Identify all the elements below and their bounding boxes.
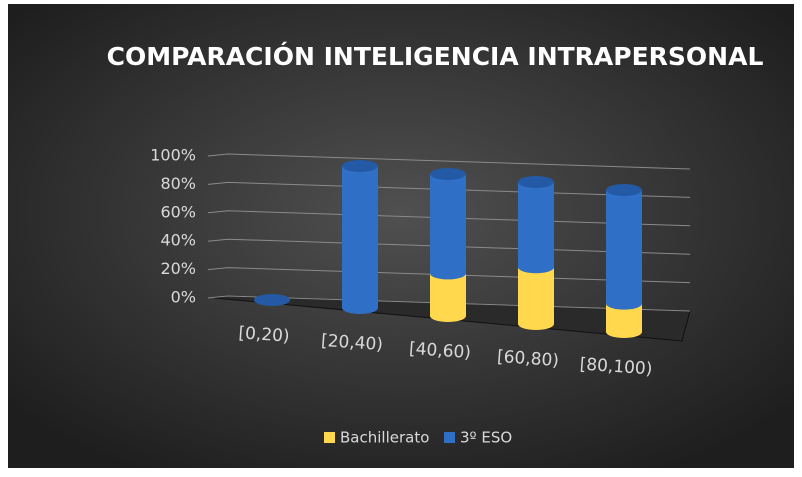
x-tick-label: [60,80) — [496, 347, 559, 371]
cylinder-top — [606, 184, 642, 196]
chart-title: COMPARACIÓN INTELIGENCIA INTRAPERSONAL — [107, 41, 764, 71]
cylinder-top — [518, 176, 554, 188]
x-tick-label: [0,20) — [238, 323, 290, 347]
cylinder-top — [254, 294, 290, 306]
legend-swatch — [444, 432, 455, 443]
y-tick-label: 80% — [160, 174, 196, 193]
cylinder — [606, 303, 642, 338]
cylinder — [518, 267, 554, 330]
cylinder-top — [342, 160, 378, 172]
legend-label: 3º ESO — [460, 429, 512, 447]
x-tick-label: [20,40) — [320, 331, 383, 355]
cylinder-top — [430, 168, 466, 180]
y-tick-label: 60% — [160, 202, 196, 221]
cylinder — [430, 174, 466, 280]
cylinder — [518, 182, 554, 274]
y-tick-label: 40% — [160, 231, 196, 250]
y-tick-label: 100% — [150, 146, 196, 165]
background — [8, 4, 794, 468]
x-tick-label: [40,60) — [408, 339, 471, 363]
cylinder — [430, 273, 466, 322]
grid-line — [207, 153, 691, 170]
cylinder — [342, 166, 378, 314]
legend-swatch — [324, 432, 335, 443]
y-tick-label: 20% — [160, 259, 196, 278]
y-tick-label: 0% — [171, 288, 196, 307]
cylinder — [606, 190, 642, 310]
legend-label: Bachillerato — [340, 429, 429, 447]
